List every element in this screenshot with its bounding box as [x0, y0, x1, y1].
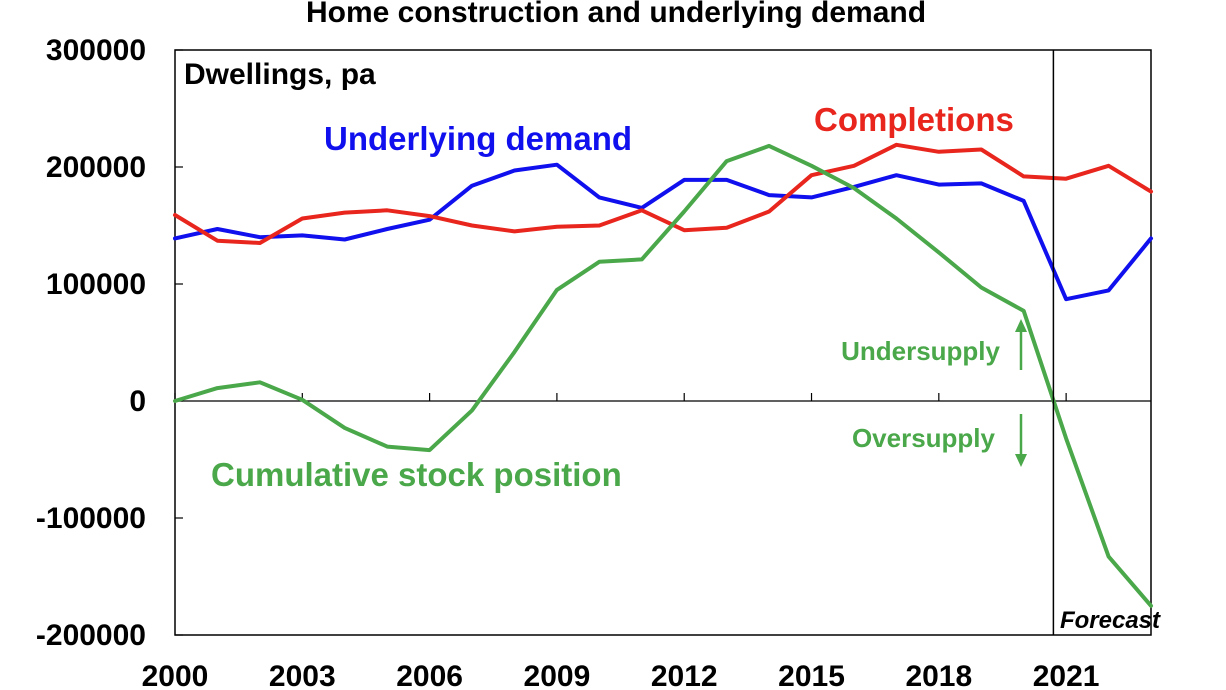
- series-label-cumulative-stock: Cumulative stock position: [211, 456, 622, 493]
- oversupply-label: Oversupply: [852, 423, 996, 453]
- cumulative-stock-line: [173, 143, 1153, 608]
- x-tick-label: 2012: [651, 660, 718, 690]
- x-tick-label: 2000: [142, 660, 209, 690]
- plot-frame: [174, 49, 1152, 636]
- y-tick-label: -200000: [36, 619, 146, 652]
- y-axis-label: Dwellings, pa: [184, 58, 376, 91]
- y-tick-label: 0: [129, 385, 146, 418]
- y-tick-labels: 300000 200000 100000 0 -100000 -200000: [36, 34, 146, 652]
- x-tick-label: 2006: [396, 660, 463, 690]
- x-tick-label: 2018: [905, 660, 972, 690]
- x-tick-labels: 2000 2003 2006 2009 2012 2015 2018 2021: [142, 660, 1100, 690]
- completions-line: [173, 142, 1153, 245]
- underlying-demand-line: [173, 162, 1153, 302]
- y-tick-label: 300000: [46, 34, 146, 67]
- oversupply-arrow: [1015, 414, 1027, 467]
- series-label-completions: Completions: [814, 101, 1014, 138]
- series-lines: [173, 142, 1153, 608]
- chart-title: Home construction and underlying demand: [306, 0, 926, 29]
- x-tick-label: 2003: [269, 660, 336, 690]
- undersupply-arrow: [1015, 319, 1027, 370]
- x-tick-label: 2015: [778, 660, 845, 690]
- y-tick-label: 200000: [46, 151, 146, 184]
- undersupply-label: Undersupply: [841, 336, 1000, 366]
- y-tick-label: -100000: [36, 502, 146, 535]
- x-tick-label: 2009: [524, 660, 591, 690]
- x-tick-label: 2021: [1033, 660, 1100, 690]
- series-label-underlying-demand: Underlying demand: [324, 120, 632, 157]
- y-tick-label: 100000: [46, 268, 146, 301]
- axes: [174, 49, 1152, 636]
- forecast-label: Forecast: [1060, 607, 1161, 634]
